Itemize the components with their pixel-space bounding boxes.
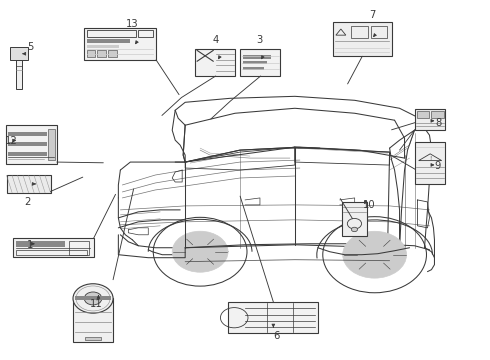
Bar <box>10 47 27 60</box>
Bar <box>342 202 367 235</box>
Bar <box>87 39 130 43</box>
Bar <box>87 45 119 48</box>
Bar <box>333 22 392 56</box>
Text: !: ! <box>429 156 431 161</box>
Circle shape <box>84 292 102 305</box>
Bar <box>8 142 47 146</box>
Bar <box>8 147 47 151</box>
Bar <box>350 26 368 37</box>
Bar <box>13 238 94 257</box>
Bar <box>240 49 280 76</box>
Text: 6: 6 <box>273 331 280 341</box>
Bar <box>415 109 445 130</box>
Text: 7: 7 <box>369 10 375 20</box>
Bar <box>243 55 270 59</box>
Bar <box>195 49 235 76</box>
Text: 4: 4 <box>213 35 219 45</box>
Bar <box>84 28 156 60</box>
Text: 5: 5 <box>27 42 33 52</box>
Text: 1: 1 <box>27 239 33 249</box>
Bar <box>416 111 429 118</box>
Bar <box>228 302 318 333</box>
Bar <box>70 241 90 255</box>
Circle shape <box>343 231 407 278</box>
Text: 2: 2 <box>24 197 31 207</box>
Bar <box>8 137 47 141</box>
Bar <box>8 152 47 156</box>
Text: 10: 10 <box>363 200 376 210</box>
Bar <box>16 60 22 89</box>
Circle shape <box>73 284 113 313</box>
Bar <box>243 67 264 70</box>
Text: 3: 3 <box>257 35 263 45</box>
Bar <box>73 298 113 342</box>
Circle shape <box>172 231 228 272</box>
Bar <box>87 50 96 57</box>
Bar <box>108 50 117 57</box>
Text: 8: 8 <box>435 118 441 128</box>
Bar <box>243 61 268 64</box>
Bar <box>75 296 111 300</box>
Bar <box>6 175 50 193</box>
Bar <box>5 125 57 164</box>
Bar <box>87 30 136 37</box>
Text: 13: 13 <box>126 19 139 29</box>
Bar <box>371 26 388 37</box>
Bar <box>98 50 106 57</box>
Circle shape <box>351 227 358 232</box>
Bar <box>415 142 445 184</box>
Bar <box>85 337 101 340</box>
Bar <box>8 132 47 136</box>
Bar <box>16 250 87 255</box>
Bar <box>431 111 443 118</box>
Bar <box>138 30 153 37</box>
Text: 9: 9 <box>435 161 441 171</box>
Bar <box>48 129 55 160</box>
Bar <box>16 241 65 247</box>
Text: 11: 11 <box>90 299 102 309</box>
Text: 12: 12 <box>5 136 18 145</box>
